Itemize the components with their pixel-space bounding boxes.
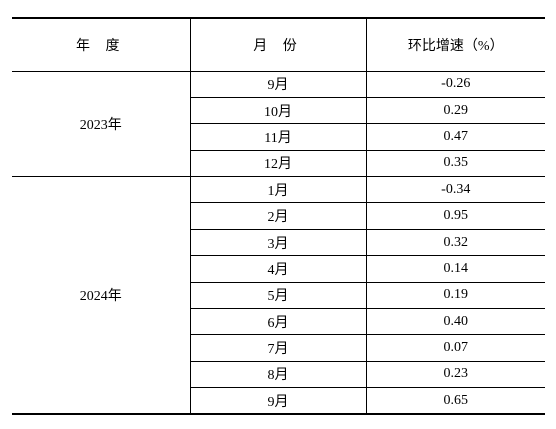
header-cell: 月 份 (189, 17, 367, 72)
table-header: 年 度 月 份 环比增速（%） (12, 17, 545, 72)
year-cell: 2024年 (12, 176, 190, 416)
table-body: 2023年 9月 -0.26 10月 0.29 11月 0.47 12月 0.35 2024年 1月… (12, 71, 545, 416)
value-cell: -0.34 (366, 176, 545, 204)
header-cell: 年 度 (12, 17, 190, 72)
month-cell: 9月 (189, 387, 367, 416)
table-row: 2023年 9月 -0.26 (12, 71, 545, 178)
month-cell: 7月 (189, 334, 367, 362)
month-cell: 11月 (189, 123, 367, 151)
table-row: 11月 0.47 (12, 123, 545, 151)
table-row: 2月 0.95 (12, 202, 545, 230)
table-row: 6月 0.40 (12, 308, 545, 336)
month-cell: 12月 (189, 150, 367, 178)
table-row: 8月 0.23 (12, 361, 545, 389)
value-cell: 0.29 (366, 97, 545, 125)
year-cell: 2023年 (12, 71, 190, 178)
month-cell: 8月 (189, 361, 367, 389)
month-cell: 2月 (189, 202, 367, 230)
table-row: 7月 0.07 (12, 334, 545, 362)
month-cell: 1月 (189, 176, 367, 204)
value-cell: -0.26 (366, 71, 545, 98)
header-row: 年 度 月 份 环比增速（%） (12, 17, 545, 72)
value-cell: 0.23 (366, 361, 545, 389)
table-row: 12月 0.35 (12, 150, 545, 178)
month-cell: 4月 (189, 255, 367, 283)
value-cell: 0.65 (366, 387, 545, 416)
value-cell: 0.40 (366, 308, 545, 336)
value-cell: 0.35 (366, 150, 545, 178)
value-cell: 0.19 (366, 282, 545, 310)
month-cell: 6月 (189, 308, 367, 336)
header-cell: 环比增速（%） (366, 17, 545, 72)
month-cell: 10月 (189, 97, 367, 125)
data-table: 年 度 月 份 环比增速（%） 2023年 9月 -0.26 10月 0.29 11月 0.… (12, 17, 545, 416)
value-cell: 0.47 (366, 123, 545, 151)
value-cell: 0.14 (366, 255, 545, 283)
value-cell: 0.07 (366, 334, 545, 362)
table-row: 5月 0.19 (12, 282, 545, 310)
table-row: 10月 0.29 (12, 97, 545, 125)
value-cell: 0.32 (366, 229, 545, 257)
table-row: 3月 0.32 (12, 229, 545, 257)
table-row: 2024年 1月 -0.34 (12, 176, 545, 416)
table-row: 4月 0.14 (12, 255, 545, 283)
table-row: 9月 0.65 (12, 387, 545, 416)
value-cell: 0.95 (366, 202, 545, 230)
month-cell: 9月 (189, 71, 367, 98)
month-cell: 3月 (189, 229, 367, 257)
month-cell: 5月 (189, 282, 367, 310)
